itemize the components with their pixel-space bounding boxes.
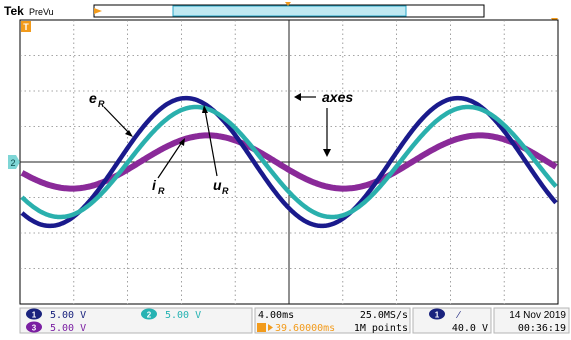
- channel-readout-panel[interactable]: [19, 307, 253, 334]
- arrow-i-r: [157, 141, 183, 179]
- svg-text:T: T: [23, 22, 29, 32]
- arrow-u-r: [204, 109, 218, 177]
- label-e-r: e R: [89, 90, 105, 109]
- svg-text:e: e: [89, 90, 97, 106]
- arrow-e-r: [103, 106, 131, 135]
- horizontal-position-icon: [257, 323, 266, 332]
- ch2-scale: 5.00 V: [165, 310, 201, 321]
- trigger-slope-icon: ∕: [455, 310, 461, 321]
- sample-rate: 25.0MS/s: [360, 310, 408, 321]
- arrow-u-r-head: [202, 105, 208, 113]
- time-label: 00:36:19: [518, 323, 566, 334]
- trigger-position-marker: [285, 2, 291, 6]
- svg-text:R: R: [222, 186, 229, 196]
- ch2-badge: [141, 308, 157, 320]
- timebase-panel[interactable]: [254, 307, 411, 334]
- arrow-e-r-head: [125, 130, 133, 137]
- svg-text:2: 2: [10, 158, 15, 168]
- waveforms: [20, 95, 558, 229]
- svg-text:1: 1: [435, 311, 440, 320]
- date-label: 14 Nov 2019: [509, 310, 566, 321]
- trigger-source-badge: [429, 308, 445, 320]
- ch3-scale: 5.00 V: [50, 323, 86, 334]
- record-length: 1M points: [354, 323, 408, 334]
- record-start-marker: [94, 8, 102, 14]
- trigger-level-marker: [21, 21, 31, 32]
- svg-text:R: R: [98, 99, 105, 109]
- ch1-scale: 5.00 V: [50, 310, 86, 321]
- svg-text:3: 3: [32, 324, 37, 333]
- horizontal-arrow-icon: [268, 324, 273, 331]
- label-i-r: i R: [152, 177, 165, 196]
- svg-text:1: 1: [32, 311, 37, 320]
- waveform-e-r: [20, 95, 558, 229]
- arrow-i-r-head: [179, 138, 185, 146]
- label-u-r: u R: [213, 177, 229, 196]
- ch3-badge: [26, 321, 42, 333]
- ch1-badge: [26, 308, 42, 320]
- horizontal-offset: 39.60000ms: [275, 323, 335, 334]
- waveform-i-r: [20, 132, 558, 192]
- ch3-readout[interactable]: 3 5.00 V: [26, 321, 86, 335]
- waveform-u-r: [20, 104, 558, 220]
- timebase-scale: 4.00ms: [258, 310, 294, 321]
- label-axes: axes: [322, 89, 353, 105]
- ch1-readout[interactable]: 1 5.00 V: [26, 308, 86, 322]
- arrow-axes-vertical-head: [323, 149, 331, 157]
- svg-text:R: R: [158, 186, 165, 196]
- svg-text:u: u: [213, 177, 222, 193]
- trigger-panel[interactable]: [412, 307, 492, 334]
- svg-text:i: i: [152, 177, 157, 193]
- trigger-level: 40.0 V: [452, 323, 488, 334]
- ch2-readout[interactable]: 2 5.00 V: [141, 308, 201, 322]
- datetime-panel: [493, 307, 570, 334]
- mode-label: PreVu: [29, 7, 54, 17]
- brand-label: Tek: [4, 4, 24, 18]
- svg-text:2: 2: [147, 311, 152, 320]
- record-view-window[interactable]: [172, 5, 407, 17]
- ch2-ground-marker[interactable]: [8, 155, 20, 169]
- arrow-axes-head: [294, 93, 301, 101]
